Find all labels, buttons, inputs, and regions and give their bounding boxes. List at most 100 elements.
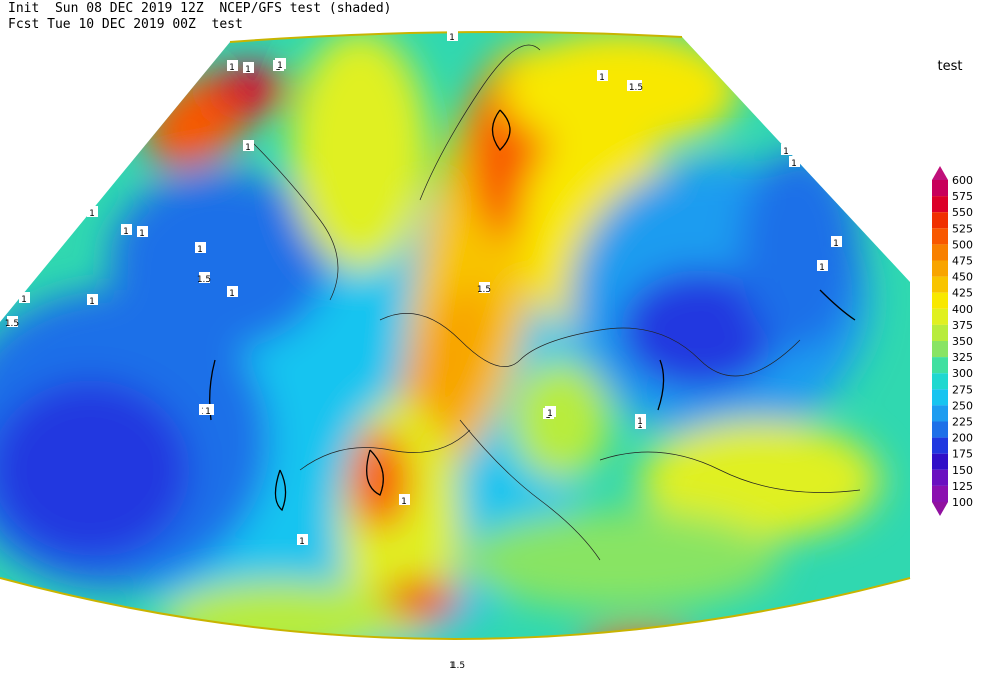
colorbar-triangle <box>932 502 948 516</box>
contour-label: 1 <box>87 206 98 219</box>
contour-label-box <box>227 286 238 297</box>
contour-label-box <box>195 242 206 253</box>
contour-label: 1 <box>635 414 646 427</box>
contour-label: 1 <box>781 144 792 157</box>
colorbar-label: 425 <box>952 287 973 300</box>
contour-label: 1 <box>227 60 238 73</box>
contour-label-box <box>399 494 410 505</box>
colorbar-box <box>932 308 948 325</box>
contour-label: 1 <box>19 292 30 305</box>
contour-label-box <box>479 282 490 293</box>
contour-label-text: 1 <box>21 295 27 305</box>
contour-label-text: 1 <box>197 245 203 255</box>
colorbar-label: 225 <box>952 416 973 429</box>
contour-label-box <box>275 58 286 69</box>
colorbar-box <box>932 357 948 374</box>
contour-label: 1 <box>121 224 132 237</box>
contour-label-text: 1 <box>139 229 145 239</box>
contour-label-text: 1 <box>299 537 305 547</box>
contour-label: 1 <box>137 226 148 239</box>
field <box>0 32 910 639</box>
colorbar-label: 350 <box>952 335 973 348</box>
colorbar-box <box>932 437 948 454</box>
contour-label: 1 <box>297 534 308 547</box>
colorbar-box <box>932 292 948 309</box>
contour-label-text: 1 <box>245 143 251 153</box>
contour-label-box <box>447 658 458 669</box>
contour-label-box <box>781 144 792 155</box>
contour-label-box <box>831 236 842 247</box>
colorbar-label: 250 <box>952 399 973 412</box>
colorbar-label: 450 <box>952 271 973 284</box>
colorbar-box <box>932 244 948 261</box>
contour-label-text: 1 <box>783 147 789 157</box>
colorbar-label: 200 <box>952 432 973 445</box>
colorbar-box <box>932 389 948 406</box>
contour-label-text: 1 <box>819 263 825 273</box>
contour-label-text: 1.5 <box>5 319 19 329</box>
colorbar-box <box>932 341 948 358</box>
contour-label-box <box>87 294 98 305</box>
contour-label-box <box>199 272 210 283</box>
colorbar-box <box>932 453 948 470</box>
colorbar-label: 150 <box>952 464 973 477</box>
contour-label: 1.5 <box>197 272 211 285</box>
contour-label-text: 1 <box>229 289 235 299</box>
colorbar-label: 325 <box>952 351 973 364</box>
contour-label: 1 <box>831 236 842 249</box>
contour-label: 1 <box>545 406 556 419</box>
colorbar-label: 400 <box>952 303 973 316</box>
contour-label-box <box>137 226 148 237</box>
contour-label: 1 <box>447 658 458 671</box>
colorbar-label: 500 <box>952 238 973 251</box>
contour-label-box <box>243 140 254 151</box>
colorbar-box <box>932 324 948 341</box>
contour-label-text: 1 <box>401 497 407 507</box>
contour-label: 1 <box>597 70 608 83</box>
contour-label-box <box>453 658 464 669</box>
contour-label-box <box>635 414 646 425</box>
contour-label-box <box>19 292 30 303</box>
contour-label-box <box>545 406 556 417</box>
colorbar-box <box>932 469 948 486</box>
contour-label-text: 1 <box>123 227 129 237</box>
contour-label-box <box>631 80 642 91</box>
contour-label-box <box>817 260 828 271</box>
contour-label: 1 <box>243 140 254 153</box>
colorbar-label: 125 <box>952 480 973 493</box>
contour-label-box <box>447 30 458 41</box>
colorbar-label: 300 <box>952 367 973 380</box>
colorbar-box <box>932 276 948 293</box>
contour-label-text: 1.5 <box>197 275 211 285</box>
contour-label: 1 <box>817 260 828 273</box>
colorbar-box <box>932 421 948 438</box>
contour-label-text: 1 <box>637 417 643 427</box>
contour-label-text: 1 <box>833 239 839 249</box>
contour-label: 1.5 <box>451 658 465 671</box>
colorbar-label: 275 <box>952 383 973 396</box>
legend-title: test <box>938 59 963 74</box>
contour-label-box <box>87 206 98 217</box>
contour-label: 1 <box>399 494 410 507</box>
colorbar-box <box>932 405 948 422</box>
colorbar-box <box>932 212 948 229</box>
contour-label: 1 <box>447 30 458 43</box>
contour-label: 1 <box>227 286 238 299</box>
contour-label: 1.5 <box>629 80 643 93</box>
header-line: Fcst Tue 10 DEC 2019 00Z test <box>8 17 243 32</box>
contour-label-text: 1 <box>449 33 455 43</box>
contour-label-box <box>297 534 308 545</box>
contour-label-text: 1.5 <box>451 661 465 671</box>
contour-label-box <box>227 60 238 71</box>
contour-label-text: 1 <box>245 65 251 75</box>
contour-label: 1 <box>789 156 800 169</box>
colorbar-box <box>932 260 948 277</box>
contour-label: 1 <box>87 294 98 307</box>
colorbar-box <box>932 373 948 390</box>
contour-label-text: 1 <box>599 73 605 83</box>
header-line: Init Sun 08 DEC 2019 12Z NCEP/GFS test (… <box>8 1 392 16</box>
contour-label-box <box>7 316 18 327</box>
contour-label-text: 1 <box>89 209 95 219</box>
contour-label-box <box>203 404 214 415</box>
